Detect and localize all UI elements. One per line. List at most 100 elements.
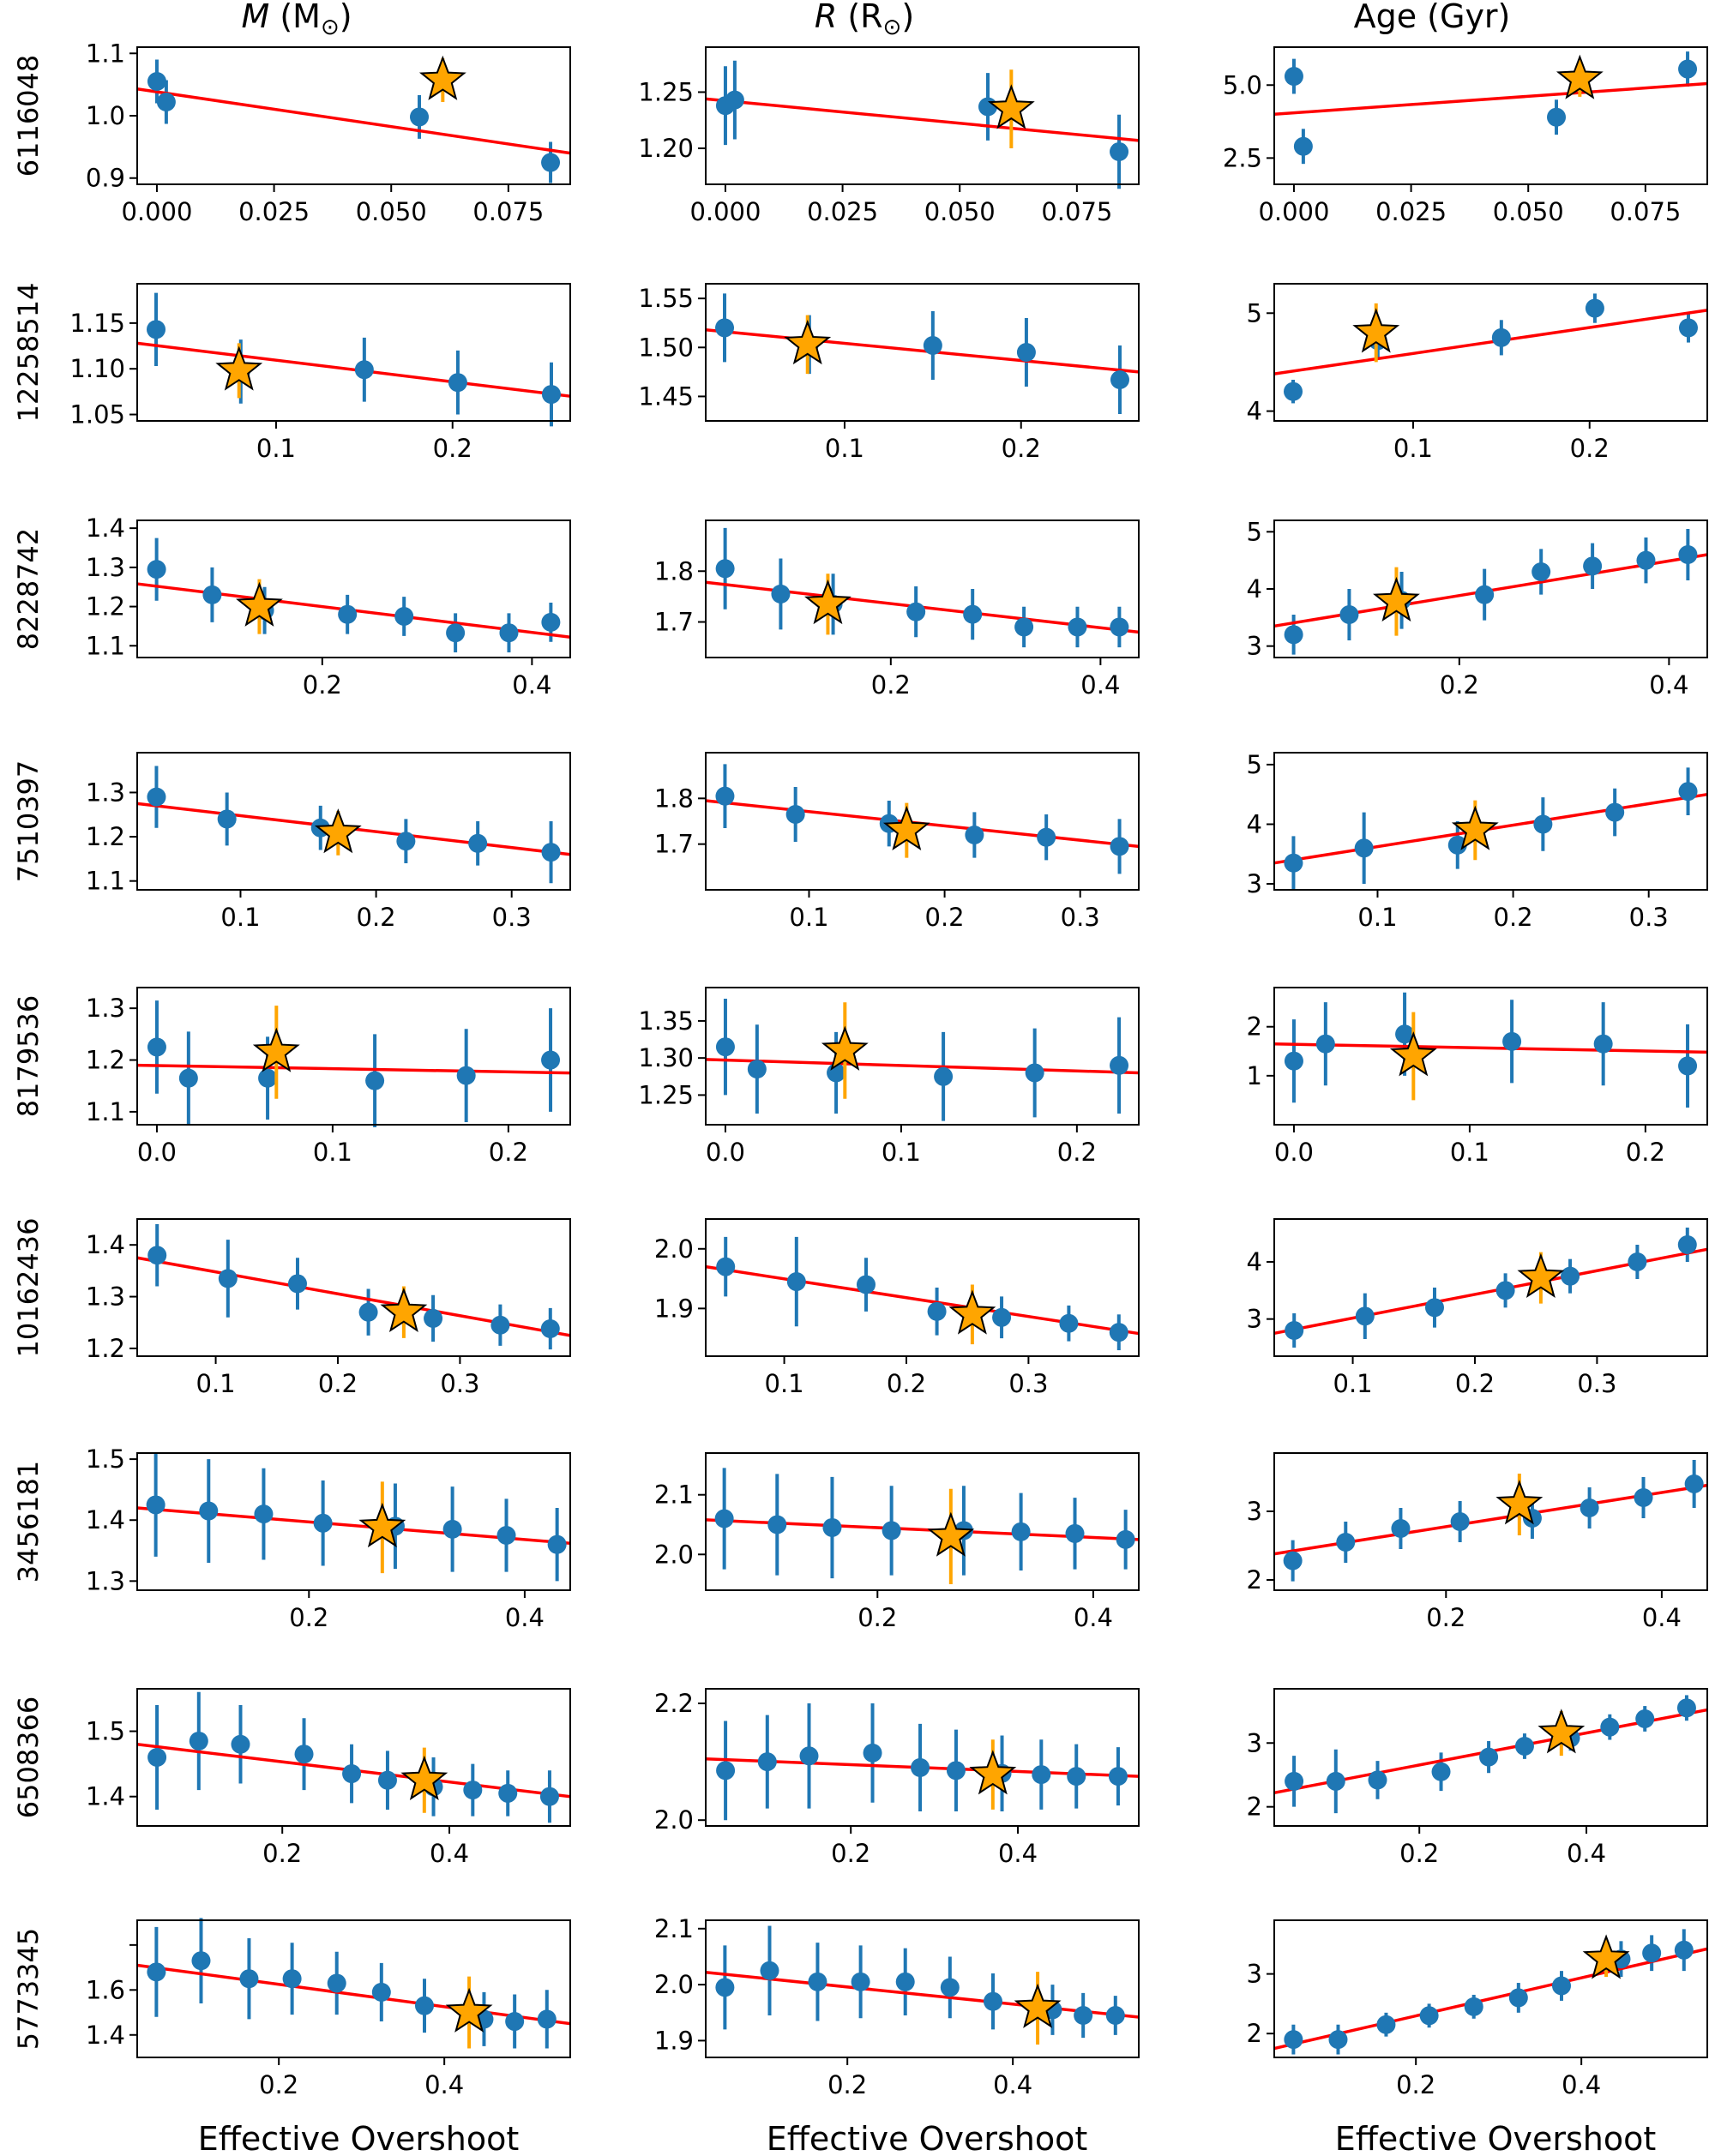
data-point xyxy=(715,786,735,806)
x-tick-label: 0.000 xyxy=(1258,197,1329,226)
y-tick-label: 2.0 xyxy=(654,1970,694,1999)
data-point xyxy=(147,1246,167,1265)
data-point xyxy=(456,1066,476,1085)
axes-frame xyxy=(136,1688,571,1827)
data-point xyxy=(1285,1771,1304,1791)
fit-line xyxy=(705,1058,1140,1075)
data-point xyxy=(760,1961,779,1980)
star-marker xyxy=(969,1750,1017,1795)
axes-frame xyxy=(136,1218,571,1357)
y-tick-label: 3 xyxy=(1247,632,1262,661)
star-marker xyxy=(358,1502,406,1548)
data-point xyxy=(1284,853,1303,873)
column-titles: M (M⊙) R (R⊙) Age (Gyr) xyxy=(241,0,1510,40)
x-tick-label: 0.050 xyxy=(924,197,996,226)
axes-frame xyxy=(1273,1688,1708,1827)
panel-mass-5773345: 1.4 1.6 0.2 0.4 xyxy=(86,1918,571,2099)
y-tick-label: 2.1 xyxy=(654,1914,694,1943)
x-tick-label: 0.3 xyxy=(1008,1369,1048,1398)
x-tick-label: 0.3 xyxy=(1061,903,1100,932)
data-point xyxy=(1283,1551,1303,1570)
data-point xyxy=(799,1746,819,1766)
data-point xyxy=(541,1050,561,1070)
star-marker xyxy=(445,1987,493,2033)
fit-line xyxy=(1273,1042,1708,1054)
y-tick-label: 2.0 xyxy=(654,1234,694,1264)
data-point xyxy=(946,1761,966,1781)
panel-mass-6116048: 0.9 1.0 1.1 0.000 0.025 0.050 0.075 xyxy=(86,39,571,226)
x-tick-label: 0.4 xyxy=(424,2070,464,2099)
star-marker xyxy=(1451,805,1499,850)
x-tick-label: 0.1 xyxy=(1357,903,1397,932)
data-point xyxy=(725,90,744,110)
axes-frame xyxy=(1273,987,1708,1126)
data-point xyxy=(354,360,374,380)
y-tick-label: 2.5 xyxy=(1223,143,1262,172)
star-id-label: 8179536 xyxy=(12,995,45,1118)
data-point xyxy=(1284,1051,1303,1071)
axes-frame xyxy=(705,1452,1140,1591)
data-point xyxy=(1025,1063,1044,1083)
x-tick-label: 0.2 xyxy=(1494,903,1533,932)
star-marker xyxy=(215,345,263,391)
y-tick-label: 1.7 xyxy=(654,608,694,637)
fit-line xyxy=(705,327,1140,374)
x-tick-label: 0.0 xyxy=(1274,1138,1314,1167)
y-tick-label: 1.3 xyxy=(86,1282,125,1312)
data-point xyxy=(147,787,166,807)
data-point xyxy=(202,585,222,604)
column-title-mass: M (M⊙) xyxy=(241,0,352,40)
data-point xyxy=(496,1526,516,1545)
x-tick-label: 0.2 xyxy=(303,670,342,700)
data-point xyxy=(490,1315,510,1335)
x-axis-labels: Effective Overshoot Effective Overshoot … xyxy=(198,2120,1657,2156)
star-marker xyxy=(948,1289,996,1335)
x-tick-label: 0.2 xyxy=(433,434,472,463)
data-point xyxy=(146,1495,165,1515)
data-point xyxy=(906,602,926,622)
data-point xyxy=(716,1761,736,1781)
data-point xyxy=(258,1068,278,1088)
x-tick-label: 0.2 xyxy=(1057,1138,1097,1167)
y-tick-label: 1.2 xyxy=(86,592,125,622)
x-tick-label: 0.025 xyxy=(238,197,310,226)
data-point xyxy=(294,1745,314,1764)
y-tick-label: 1.50 xyxy=(638,333,694,362)
axes-frame xyxy=(136,752,571,891)
data-point xyxy=(1354,838,1374,858)
y-tick-label: 3 xyxy=(1247,1497,1262,1526)
y-tick-label: 1.1 xyxy=(86,867,125,896)
y-tick-label: 1.05 xyxy=(69,400,125,429)
axes-frame xyxy=(1273,46,1708,185)
y-tick-label: 1.3 xyxy=(86,994,125,1023)
x-tick-label: 0.2 xyxy=(357,903,396,932)
data-point xyxy=(771,584,791,604)
column-title-radius: R (R⊙) xyxy=(815,0,914,40)
data-point xyxy=(1600,1717,1620,1737)
x-tick-label: 0.4 xyxy=(1567,1839,1606,1868)
data-point xyxy=(992,1307,1012,1327)
data-point xyxy=(1634,1488,1653,1507)
x-tick-label: 0.1 xyxy=(313,1138,352,1167)
data-point xyxy=(1395,1024,1415,1044)
star-marker xyxy=(236,581,283,627)
x-tick-label: 0.4 xyxy=(1562,2070,1601,2099)
x-tick-label: 0.4 xyxy=(1074,1603,1113,1632)
y-tick-label: 5.0 xyxy=(1223,70,1262,99)
data-point xyxy=(1110,1055,1129,1075)
y-tick-label: 4 xyxy=(1247,397,1262,426)
star-marker xyxy=(1352,308,1400,353)
data-point xyxy=(147,72,166,91)
data-point xyxy=(1431,1762,1451,1781)
y-tick-label: 1.45 xyxy=(638,381,694,411)
y-tick-label: 0.9 xyxy=(86,164,125,193)
data-point xyxy=(1551,1976,1571,1996)
star-id-label: 5773345 xyxy=(12,1928,45,2051)
column-title-age: Age (Gyr) xyxy=(1354,0,1511,35)
fit-line xyxy=(1273,309,1708,375)
x-tick-label: 0.2 xyxy=(262,1839,302,1868)
y-tick-label: 1.1 xyxy=(86,39,125,68)
x-tick-label: 0.2 xyxy=(827,2070,867,2099)
data-point xyxy=(1583,556,1603,576)
x-tick-label: 0.050 xyxy=(1493,197,1564,226)
